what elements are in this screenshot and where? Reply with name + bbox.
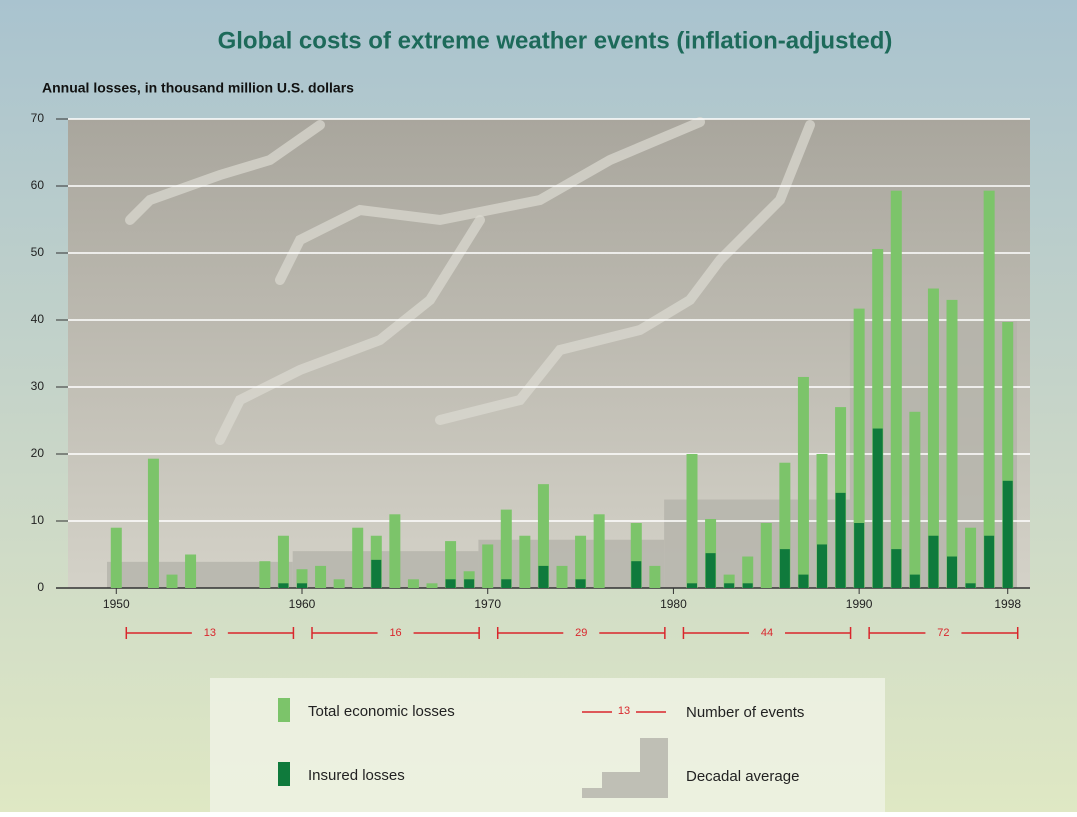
- total-loss-bar: [649, 565, 661, 588]
- insured-loss-bar: [687, 583, 697, 588]
- total-loss-bar: [352, 527, 364, 588]
- total-loss-bar: [797, 376, 809, 588]
- total-loss-bar: [166, 574, 178, 588]
- total-loss-bar: [500, 509, 512, 588]
- x-tick-label: 1998: [994, 597, 1021, 611]
- total-loss-bar: [686, 454, 698, 588]
- x-tick-label: 1970: [474, 597, 501, 611]
- x-tick-label: 1990: [846, 597, 873, 611]
- legend-box: [210, 678, 885, 812]
- total-loss-bar: [853, 308, 865, 588]
- x-tick-label: 1950: [103, 597, 130, 611]
- legend-swatch: [582, 738, 668, 798]
- insured-loss-bar: [1002, 480, 1013, 588]
- total-loss-bar: [779, 462, 791, 588]
- event-count: 29: [575, 627, 587, 639]
- legend-label: Insured losses: [308, 767, 405, 784]
- total-loss-bar: [185, 554, 197, 588]
- insured-loss-bar: [947, 556, 957, 588]
- insured-loss-bar: [909, 574, 920, 588]
- event-count: 44: [761, 627, 773, 639]
- insured-loss-bar: [742, 583, 753, 588]
- total-loss-bar: [593, 514, 605, 588]
- total-loss-bar: [575, 535, 587, 588]
- insured-loss-bar: [705, 553, 716, 588]
- x-tick-label: 1980: [660, 597, 687, 611]
- total-loss-bar: [315, 565, 327, 588]
- insured-loss-bar: [798, 574, 809, 588]
- y-tick-label: 20: [31, 446, 45, 460]
- insured-loss-bar: [854, 523, 865, 588]
- total-loss-bar: [537, 484, 549, 588]
- legend-sample: 13: [618, 705, 630, 717]
- total-loss-bar: [407, 579, 419, 588]
- total-loss-bar: [556, 565, 568, 588]
- total-loss-bar: [519, 535, 531, 588]
- legend-swatch: [278, 762, 290, 786]
- y-tick-label: 30: [31, 379, 45, 393]
- total-loss-bar: [1002, 322, 1014, 588]
- total-loss-bar: [630, 523, 642, 588]
- legend-label: Number of events: [686, 704, 804, 721]
- x-tick-label: 1960: [289, 597, 316, 611]
- lightning: [125, 117, 815, 445]
- event-count: 16: [389, 627, 401, 639]
- total-loss-bar: [872, 248, 884, 589]
- chart-title: Global costs of extreme weather events (…: [218, 27, 893, 54]
- total-loss-bar: [965, 527, 977, 588]
- total-loss-bar: [389, 514, 401, 588]
- insured-loss-bar: [817, 544, 827, 588]
- event-count: 72: [937, 627, 949, 639]
- insured-loss-bar: [297, 583, 307, 588]
- insured-loss-bar: [538, 565, 549, 588]
- insured-loss-bar: [872, 428, 883, 588]
- total-loss-bar: [909, 411, 921, 588]
- chart-layer: 0 10 20 30 40 50 60 70 1950 1960 1970 1980 1990 1998 1…: [31, 111, 1030, 798]
- total-loss-bar: [890, 190, 902, 588]
- insured-loss-bar: [928, 535, 939, 588]
- total-loss-bar: [445, 541, 457, 588]
- insured-loss-bar: [891, 549, 902, 588]
- insured-loss-bar: [445, 579, 456, 588]
- y-tick-label: 10: [31, 513, 45, 527]
- insured-loss-bar: [631, 561, 642, 588]
- insured-loss-bar: [464, 579, 475, 588]
- insured-loss-bar: [965, 583, 976, 588]
- y-tick-label: 40: [31, 312, 45, 326]
- y-tick-label: 60: [31, 178, 45, 192]
- total-loss-bar: [426, 583, 438, 588]
- legend-label: Total economic losses: [308, 703, 455, 720]
- total-loss-bar: [482, 544, 494, 588]
- total-loss-bar: [147, 458, 159, 588]
- total-loss-bar: [296, 569, 308, 588]
- total-loss-bar: [333, 579, 345, 588]
- total-loss-bar: [259, 561, 271, 588]
- insured-loss-bar: [501, 579, 512, 588]
- insured-loss-bar: [371, 559, 382, 588]
- total-loss-bar: [723, 574, 735, 588]
- total-loss-bar: [983, 190, 995, 588]
- total-loss-bar: [816, 454, 828, 588]
- insured-loss-bar: [575, 579, 586, 588]
- y-axis-label: Annual losses, in thousand million U.S. …: [42, 80, 354, 96]
- y-tick-label: 70: [31, 111, 45, 125]
- total-loss-bar: [927, 288, 939, 588]
- insured-loss-bar: [278, 583, 289, 588]
- insured-loss-bar: [835, 492, 846, 588]
- y-tick-label: 50: [31, 245, 45, 259]
- y-tick-label: 0: [37, 580, 44, 594]
- total-loss-bar: [946, 299, 958, 588]
- insured-loss-bar: [779, 549, 790, 588]
- total-loss-bar: [742, 556, 754, 588]
- total-loss-bar: [760, 523, 772, 588]
- insured-loss-bar: [984, 535, 995, 588]
- total-loss-bar: [277, 535, 289, 588]
- legend-label: Decadal average: [686, 768, 799, 785]
- event-count: 13: [204, 627, 216, 639]
- total-loss-bar: [110, 527, 122, 588]
- insured-loss-bar: [724, 583, 735, 588]
- legend-swatch: [278, 698, 290, 722]
